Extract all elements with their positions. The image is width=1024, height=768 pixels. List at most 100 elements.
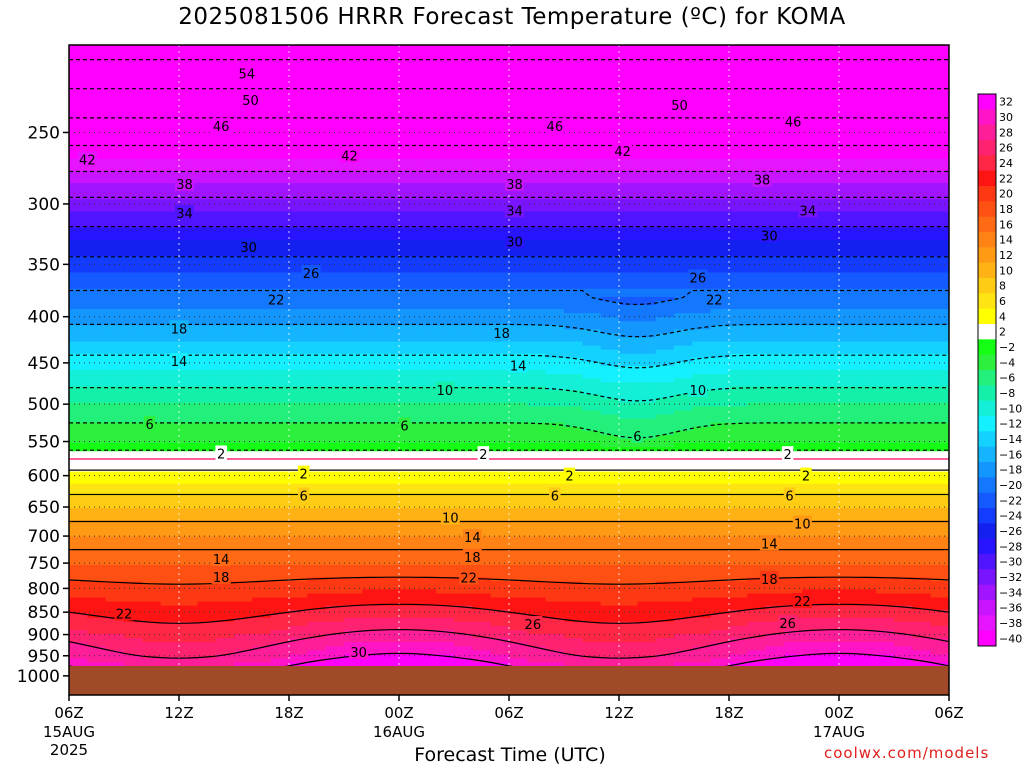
- heat-cell: [912, 162, 932, 168]
- heat-cell: [765, 361, 785, 367]
- heat-cell: [215, 264, 235, 270]
- heat-cell: [124, 439, 143, 444]
- heat-cell: [857, 154, 877, 160]
- heat-cell: [839, 313, 858, 318]
- heat-cell: [600, 386, 620, 391]
- heat-cell: [417, 122, 437, 127]
- heat-cell: [160, 296, 180, 302]
- heat-cell: [930, 73, 949, 79]
- heat-cell: [472, 370, 492, 375]
- heat-cell: [87, 45, 107, 50]
- heat-cell: [765, 45, 785, 50]
- heat-cell: [215, 345, 235, 351]
- heat-cell: [399, 305, 418, 310]
- heat-cell: [252, 166, 272, 172]
- heat-cell: [564, 248, 583, 253]
- heat-cell: [600, 309, 620, 314]
- heat-cell: [435, 183, 455, 188]
- heat-cell: [912, 252, 932, 257]
- heat-cell: [215, 77, 235, 83]
- heat-cell: [509, 422, 528, 428]
- heat-cell: [454, 426, 473, 432]
- heat-cell: [729, 227, 748, 233]
- heat-cell: [820, 268, 840, 274]
- heat-cell: [454, 134, 473, 140]
- heat-cell: [674, 211, 693, 217]
- heat-cell: [197, 296, 217, 302]
- heat-cell: [252, 203, 272, 209]
- heat-cell: [564, 134, 583, 140]
- heat-cell: [710, 284, 730, 290]
- heat-cell: [490, 49, 510, 54]
- heat-cell: [490, 268, 510, 274]
- heat-cell: [655, 459, 675, 465]
- heat-cell: [325, 426, 345, 432]
- heat-cell: [344, 105, 363, 111]
- heat-cell: [784, 333, 803, 339]
- heat-cell: [545, 93, 565, 99]
- heat-cell: [142, 231, 162, 237]
- heat-cell: [472, 170, 492, 176]
- heat-cell: [930, 378, 949, 383]
- heat-cell: [600, 61, 620, 66]
- heat-cell: [894, 183, 913, 188]
- heat-cell: [142, 179, 162, 184]
- heat-cell: [234, 105, 253, 111]
- heat-cell: [692, 398, 712, 404]
- heat-cell: [197, 361, 217, 367]
- heat-cell: [564, 244, 583, 249]
- heat-cell: [912, 276, 932, 282]
- heat-cell: [124, 398, 143, 404]
- heat-cell: [527, 455, 547, 460]
- heat-cell: [582, 280, 602, 286]
- heat-cell: [215, 183, 235, 188]
- heat-cell: [710, 110, 730, 115]
- heat-cell: [105, 268, 125, 274]
- heat-cell: [142, 211, 162, 217]
- heat-cell: [87, 325, 107, 330]
- heat-cell: [435, 325, 455, 330]
- heat-cell: [69, 264, 88, 270]
- heat-cell: [912, 166, 932, 172]
- heat-cell: [875, 219, 895, 225]
- heat-cell: [472, 426, 492, 432]
- heat-cell: [179, 85, 198, 91]
- heat-cell: [234, 203, 253, 209]
- heat-cell: [142, 296, 162, 302]
- heat-cell: [674, 240, 693, 245]
- heat-cell: [472, 260, 492, 265]
- heat-cell: [582, 207, 602, 213]
- heat-cell: [325, 361, 345, 367]
- heat-cell: [564, 296, 583, 302]
- heat-cell: [582, 211, 602, 217]
- heat-cell: [344, 284, 363, 290]
- heat-cell: [857, 357, 877, 363]
- heat-cell: [655, 191, 675, 196]
- heat-cell: [252, 284, 272, 290]
- heat-cell: [325, 53, 345, 58]
- heat-cell: [692, 333, 712, 339]
- heat-cell: [802, 264, 822, 270]
- heat-cell: [784, 207, 803, 213]
- heat-cell: [179, 296, 198, 302]
- heat-cell: [930, 158, 949, 164]
- heat-cell: [564, 439, 583, 444]
- heat-cell: [710, 97, 730, 103]
- heat-cell: [197, 61, 217, 66]
- heat-cell: [820, 158, 840, 164]
- heat-cell: [564, 45, 583, 50]
- heat-cell: [307, 256, 327, 261]
- heat-cell: [344, 365, 363, 371]
- heat-cell: [857, 426, 877, 432]
- heat-cell: [765, 357, 785, 363]
- heat-cell: [692, 150, 712, 156]
- heat-cell: [857, 179, 877, 184]
- heat-cell: [234, 170, 253, 176]
- heat-cell: [509, 300, 528, 306]
- heat-cell: [105, 199, 125, 205]
- heat-cell: [289, 114, 308, 119]
- heat-cell: [124, 260, 143, 265]
- heat-cell: [344, 162, 363, 168]
- heat-cell: [692, 244, 712, 249]
- heat-cell: [527, 179, 547, 184]
